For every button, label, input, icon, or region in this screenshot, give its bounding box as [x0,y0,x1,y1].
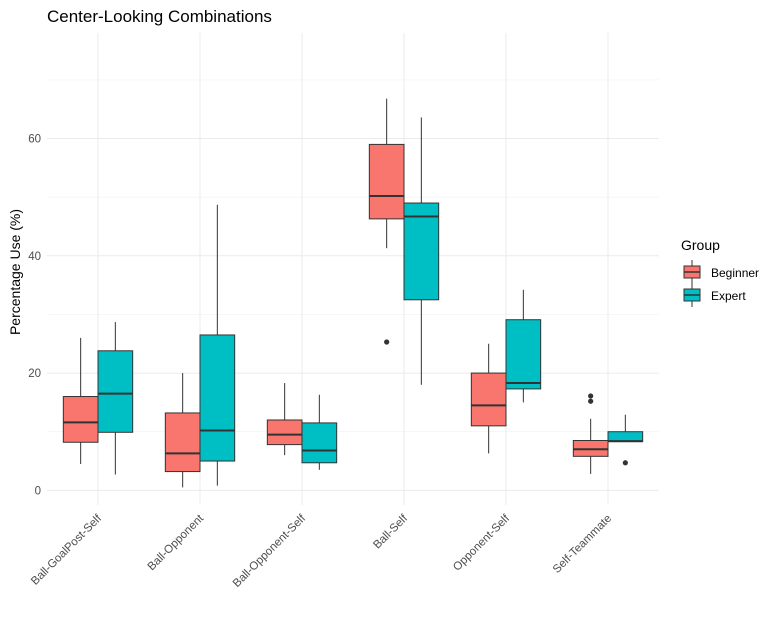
outlier-point [384,339,390,345]
box-body [403,202,440,301]
outlier-point [622,460,628,466]
box-body [97,350,134,433]
box-body [164,412,201,473]
outlier-point [588,393,594,399]
legend-item-beginner: Beginner [683,260,759,284]
legend: Group Beginner Expert [681,237,759,307]
box-beginner [266,383,303,456]
y-axis-label: Percentage Use (%) [7,209,23,335]
box-body [62,396,99,443]
y-tick-label: 40 [28,251,41,263]
x-tick-label: Ball-Self [371,512,410,551]
box-expert [199,204,236,486]
box-beginner [572,393,609,474]
box-layer [62,98,644,488]
box-beginner [62,337,99,464]
box-expert [301,394,338,470]
chart-title: Center-Looking Combinations [47,7,272,26]
box-body [505,319,542,390]
box-body [470,372,507,427]
legend-title: Group [681,237,720,253]
box-body [301,422,338,464]
box-body [368,143,405,220]
box-beginner [470,343,507,454]
x-tick-label: Ball-GoalPost-Self [29,512,104,587]
box-beginner [164,373,201,488]
box-expert [403,117,440,385]
x-tick-label: Ball-Opponent-Self [231,512,309,590]
x-axis-ticks: Ball-GoalPost-Self Ball-Opponent Ball-Oppo… [29,512,614,590]
box-expert [505,289,542,403]
x-tick-label: Ball-Opponent [146,512,207,573]
legend-item-expert: Expert [683,283,746,307]
box-body [199,334,236,462]
y-tick-label: 20 [28,368,41,380]
box-beginner [368,98,405,345]
y-axis-ticks: 0 20 40 60 [28,134,41,498]
legend-label: Beginner [711,266,759,280]
y-tick-label: 0 [35,485,41,497]
outlier-point [588,398,594,404]
y-tick-label: 60 [28,134,41,146]
box-expert [607,414,644,466]
grid-layer [47,33,659,505]
box-expert [97,322,134,475]
box-body [266,419,303,446]
x-tick-label: Self-Teammate [551,513,614,576]
x-tick-label: Opponent-Self [451,512,512,573]
legend-label: Expert [711,289,746,303]
